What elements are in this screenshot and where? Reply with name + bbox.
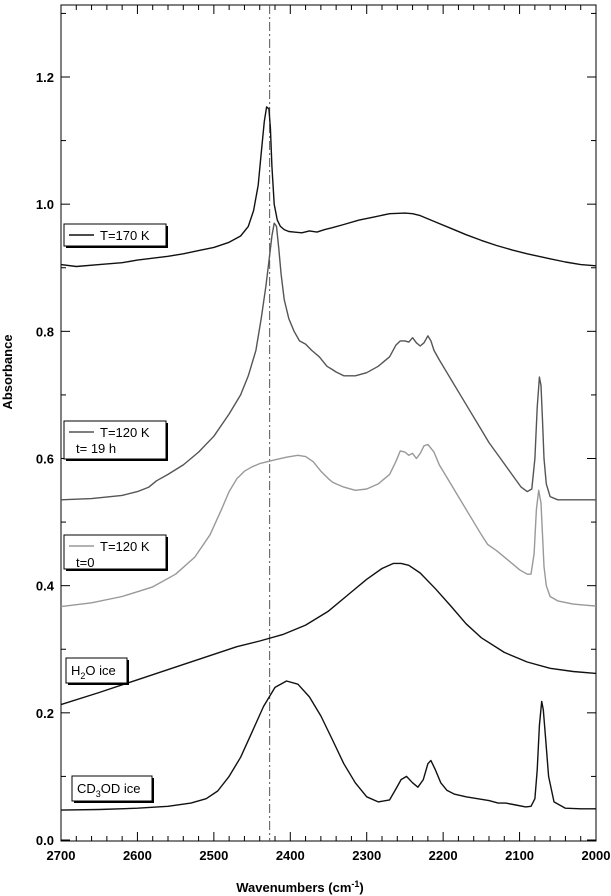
axis-tick-labels: 2700 2600 2500 2400 2300 2200 2100 2000 0.0 0.2 0.… (36, 70, 611, 863)
legend-label-part: H (71, 663, 80, 678)
y-tick-label: 0.4 (36, 579, 55, 594)
x-tick-label: 2200 (429, 848, 458, 863)
legend-t120_0: T=120 K t=0 (63, 534, 168, 571)
legend-box (63, 534, 167, 570)
x-tick-label: 2000 (582, 848, 611, 863)
series-line-t120_0 (60, 443, 597, 608)
legend-label-subscript: 2 (80, 671, 85, 681)
y-tick-label: 1.0 (36, 197, 54, 212)
y-tick-label: 0.2 (36, 706, 54, 721)
legend-label-end: O ice (85, 663, 115, 678)
y-tick-label: 1.2 (36, 70, 54, 85)
series-line-cd3od (60, 680, 596, 811)
legend-box (63, 420, 167, 460)
series-line-t120_19h (60, 222, 596, 501)
legend-box (71, 775, 153, 802)
legend-h2o: H2O ice (65, 657, 129, 685)
legend-box (63, 223, 167, 247)
legend-sublabel: t= 19 h (76, 441, 116, 456)
y-axis-title: Absorbance (0, 334, 15, 409)
series-lines (60, 106, 597, 811)
plot-frame (60, 4, 597, 842)
legend-t120_19h: T=120 Kt= 19 h (63, 420, 168, 461)
legend-cd3od: CD3OD ice (71, 775, 154, 803)
legend-label-subscript: 3 (96, 789, 101, 799)
legend-label: H2O ice (71, 663, 116, 681)
legend-label: T=170 K (100, 228, 150, 243)
x-tick-label: 2700 (47, 848, 76, 863)
legend-label: T=120 K (100, 425, 150, 440)
x-tick-label: 2400 (276, 848, 305, 863)
legend-label-end: OD ice (101, 781, 141, 796)
legend-box (65, 657, 128, 684)
axis-ticks (60, 5, 597, 841)
x-tick-label: 2100 (505, 848, 534, 863)
y-tick-label: 0.0 (36, 833, 54, 848)
x-axis-title: Wavenumbers (cm-1) (236, 879, 363, 895)
legend-label: T=120 K (100, 539, 150, 554)
legend-t170: T=170 K (63, 223, 168, 248)
legend-label-part: CD (77, 781, 96, 796)
x-tick-label: 2300 (352, 848, 381, 863)
x-axis-title-sup: -1 (351, 879, 359, 889)
series-line-t170 (60, 106, 597, 268)
x-tick-label: 2600 (123, 848, 152, 863)
series-line-h2o (60, 562, 597, 706)
legend-sublabel: t=0 (76, 555, 94, 570)
y-tick-label: 0.8 (36, 324, 54, 339)
y-tick-label: 0.6 (36, 452, 54, 467)
legend-label: CD3OD ice (77, 781, 141, 799)
x-tick-label: 2500 (199, 848, 228, 863)
x-axis-title-end: ) (359, 880, 363, 895)
